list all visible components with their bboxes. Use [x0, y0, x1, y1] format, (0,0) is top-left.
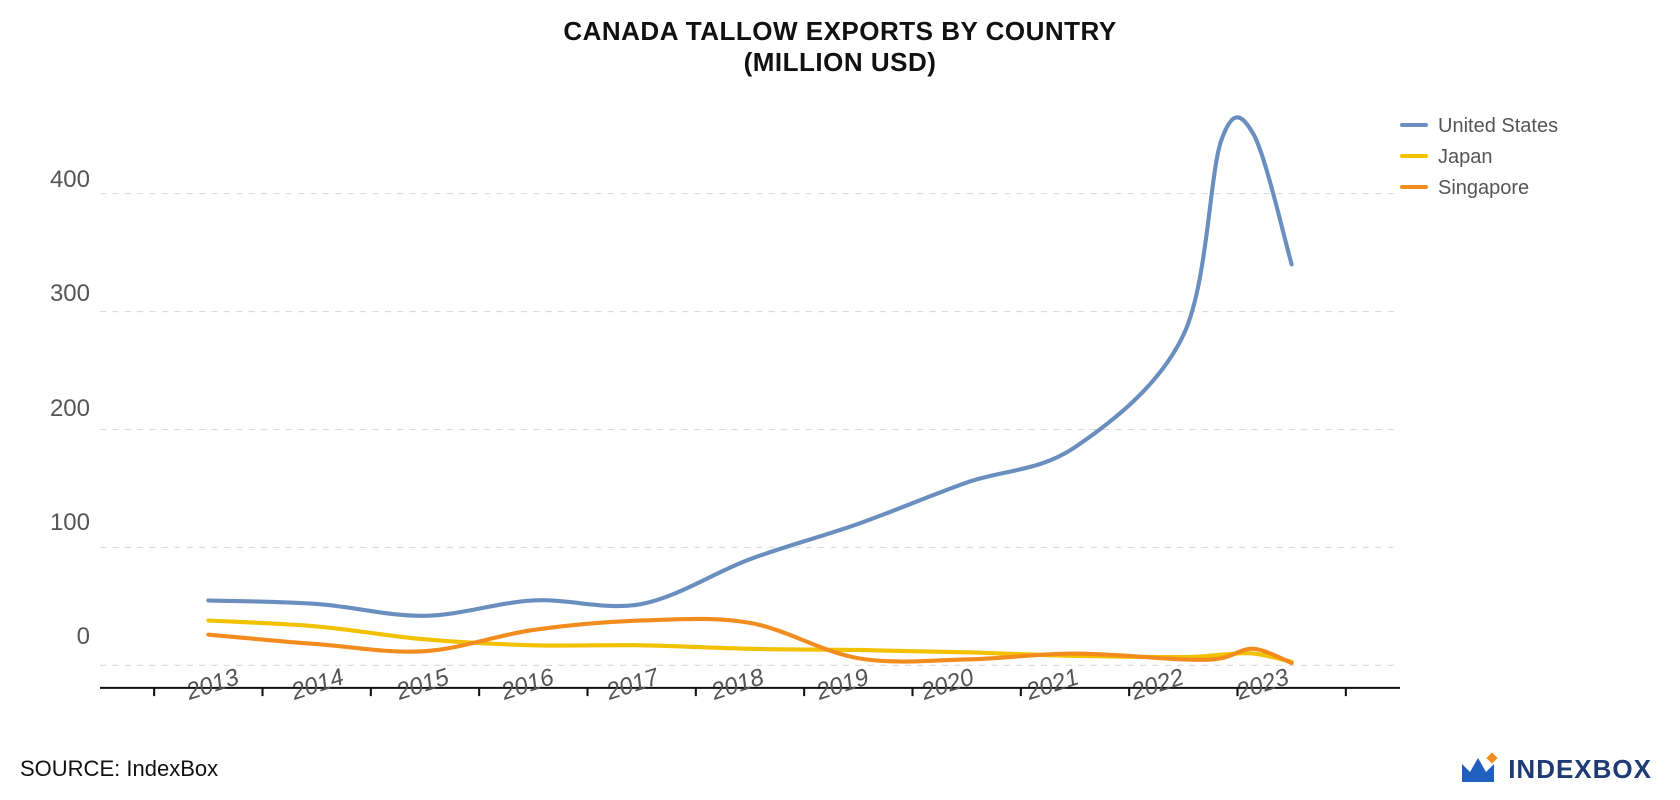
chart-title-line1: CANADA TALLOW EXPORTS BY COUNTRY [0, 16, 1680, 47]
y-tick-label: 400 [10, 166, 90, 194]
legend-swatch [1400, 154, 1428, 158]
legend-item: Singapore [1400, 177, 1558, 200]
legend-label: Singapore [1438, 177, 1529, 200]
source-value: IndexBox [126, 756, 218, 781]
y-tick-label: 100 [10, 509, 90, 537]
brand-logo: INDEXBOX [1458, 752, 1652, 786]
legend-item: Japan [1400, 146, 1558, 169]
y-tick-label: 300 [10, 280, 90, 308]
chart-title-line2: (MILLION USD) [0, 47, 1680, 78]
legend-label: Japan [1438, 146, 1493, 169]
crown-icon [1458, 752, 1498, 786]
line-chart [100, 100, 1400, 700]
y-tick-label: 200 [10, 395, 90, 423]
legend: United States Japan Singapore [1400, 115, 1558, 208]
source-attribution: SOURCE: IndexBox [20, 756, 218, 782]
legend-item: United States [1400, 115, 1558, 138]
brand-text: INDEXBOX [1508, 754, 1652, 785]
legend-swatch [1400, 185, 1428, 189]
source-label: SOURCE: [20, 756, 120, 781]
legend-label: United States [1438, 115, 1558, 138]
chart-title: CANADA TALLOW EXPORTS BY COUNTRY (MILLIO… [0, 16, 1680, 78]
legend-swatch [1400, 123, 1428, 127]
y-tick-label: 0 [10, 623, 90, 651]
